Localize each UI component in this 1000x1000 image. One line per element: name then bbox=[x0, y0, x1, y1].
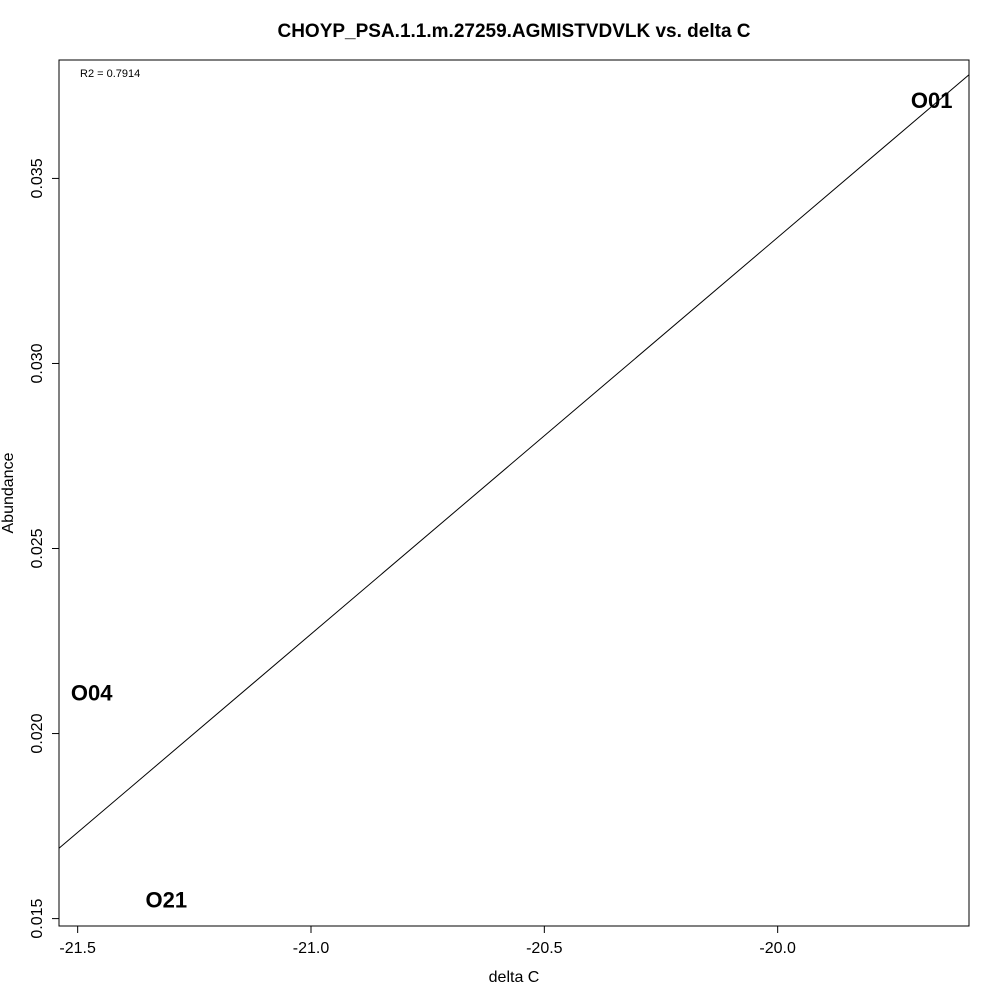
point-label-o04: O04 bbox=[71, 680, 113, 705]
y-tick-label: 0.035 bbox=[29, 158, 46, 198]
point-label-o01: O01 bbox=[911, 88, 953, 113]
regression-line bbox=[58, 74, 970, 849]
y-axis: 0.015 0.020 0.025 0.030 0.035 bbox=[29, 158, 59, 939]
r2-annotation: R2 = 0.7914 bbox=[80, 68, 140, 80]
point-label-o21: O21 bbox=[146, 888, 188, 913]
x-tick-label: -20.0 bbox=[759, 940, 796, 957]
y-tick-label: 0.025 bbox=[29, 528, 46, 568]
plot-frame bbox=[58, 59, 970, 927]
x-tick-label: -21.5 bbox=[59, 940, 96, 957]
data-points: O01 O04 O21 bbox=[71, 88, 953, 912]
x-axis: -21.5 -21.0 -20.5 -20.0 bbox=[59, 926, 796, 957]
x-tick-label: -20.5 bbox=[526, 940, 563, 957]
y-tick-label: 0.015 bbox=[29, 898, 46, 938]
y-tick-label: 0.020 bbox=[29, 713, 46, 753]
x-tick-label: -21.0 bbox=[293, 940, 330, 957]
y-axis-label: Abundance bbox=[0, 452, 17, 533]
chart-title: CHOYP_PSA.1.1.m.27259.AGMISTVDVLK vs. de… bbox=[277, 21, 750, 42]
y-tick-label: 0.030 bbox=[29, 343, 46, 383]
x-axis-label: delta C bbox=[489, 969, 540, 986]
